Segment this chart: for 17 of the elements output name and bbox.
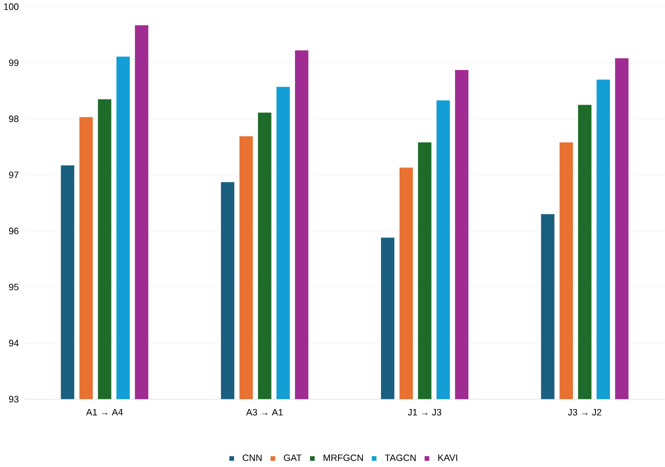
y-tick-label: 96 [9,228,18,234]
x-tick-label: J1 → J3 [408,409,442,416]
y-tick-label: 95 [9,284,18,290]
legend-label: MRFGCN [324,454,363,462]
legend-label: TAGCN [384,454,416,462]
x-tick-label: A1 → A4 [86,409,123,416]
legend-label: GAT [284,454,302,462]
legend-label: KAVI [438,454,458,462]
legend-label: CNN [242,454,262,462]
y-tick-label: 98 [9,116,18,122]
x-tick-label: J3 → J2 [568,409,602,416]
x-tick-label: A3 → A1 [246,409,283,416]
y-tick-label: 93 [9,396,18,403]
y-tick-label: 97 [9,172,18,178]
y-tick-label: 99 [9,60,18,66]
y-tick-label: 94 [9,340,19,347]
y-tick-label: 100 [4,4,19,10]
